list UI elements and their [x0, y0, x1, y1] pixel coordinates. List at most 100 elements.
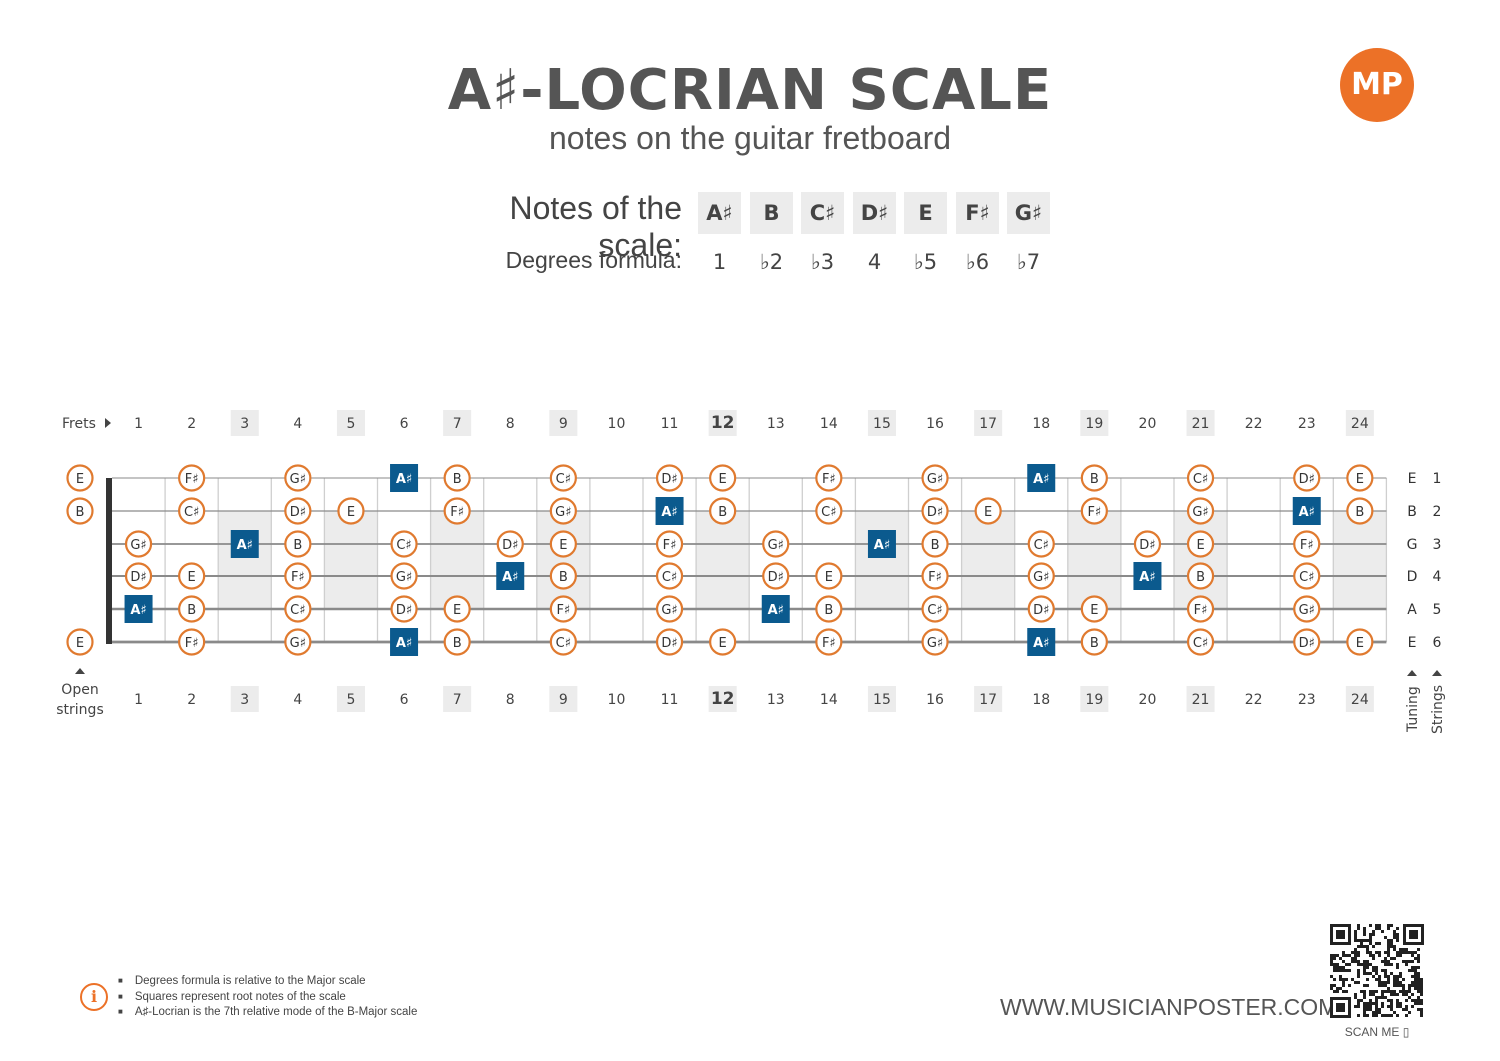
qr-module: [1378, 1008, 1381, 1011]
qr-module: [1381, 981, 1384, 984]
qr-module: [1366, 1008, 1369, 1011]
qr-module: [1381, 984, 1384, 987]
note-label: E: [1196, 538, 1204, 553]
qr-module: [1387, 939, 1390, 942]
fret-number-bottom: 24: [1351, 692, 1369, 708]
qr-module: [1393, 975, 1396, 978]
qr-module: [1369, 993, 1372, 996]
qr-module: [1378, 942, 1381, 945]
tuning-arrow-icon: [1407, 670, 1417, 676]
qr-module: [1333, 984, 1336, 987]
fret-number-bottom: 10: [608, 692, 626, 708]
qr-module: [1390, 942, 1393, 945]
note-label: F♯: [663, 538, 677, 553]
qr-module: [1390, 990, 1393, 993]
qr-module: [1351, 957, 1354, 960]
fret-number-bottom: 8: [506, 692, 515, 708]
qr-module: [1342, 984, 1345, 987]
qr-module: [1375, 1005, 1378, 1008]
note-circle: [1346, 464, 1374, 492]
fret-number-top: 24: [1351, 416, 1369, 432]
qr-module: [1384, 969, 1387, 972]
qr-module: [1396, 927, 1399, 930]
scale-degree: ♭5: [913, 250, 938, 274]
qr-module: [1375, 996, 1378, 999]
note-circle: [815, 595, 843, 623]
qr-module: [1378, 924, 1381, 927]
note-circle: [815, 562, 843, 590]
fret-number-bottom: 11: [661, 692, 679, 708]
brand-logo: MP: [1340, 48, 1414, 122]
qr-module: [1411, 999, 1414, 1002]
fret-number-bottom: 22: [1245, 692, 1263, 708]
qr-module: [1369, 1002, 1372, 1005]
qr-module: [1375, 1008, 1378, 1011]
qr-module: [1354, 993, 1357, 996]
note-label: D♯: [1139, 538, 1155, 553]
note-circle: [921, 497, 949, 525]
note-circle: [655, 562, 684, 590]
scale-degree: 1: [712, 250, 727, 274]
qr-module: [1399, 954, 1402, 957]
qr-module: [1417, 990, 1420, 993]
note-circle: [1027, 562, 1055, 590]
qr-module: [1402, 978, 1405, 981]
fret-number-box: [1186, 410, 1215, 436]
fret-number-box: [1080, 410, 1109, 436]
fret-number-box: [708, 686, 737, 712]
qr-module: [1420, 993, 1423, 996]
note-circle: [921, 595, 949, 623]
note-circle: [549, 595, 577, 623]
qr-module: [1363, 1005, 1366, 1008]
fret-marker-shade: [536, 511, 590, 609]
qr-module: [1345, 990, 1348, 993]
qr-module: [1420, 1014, 1423, 1017]
qr-module: [1417, 987, 1420, 990]
fret-marker-shade: [324, 511, 378, 609]
note-label: E: [559, 538, 567, 553]
note-label: C♯: [396, 538, 411, 553]
note-circle: [1080, 628, 1108, 656]
qr-module: [1414, 1002, 1417, 1005]
qr-module: [1339, 978, 1342, 981]
note-label: C♯: [1193, 472, 1208, 487]
qr-module: [1384, 963, 1387, 966]
qr-module: [1405, 1005, 1408, 1008]
qr-module: [1405, 948, 1408, 951]
qr-module: [1384, 990, 1387, 993]
fret-number-bottom: 23: [1298, 692, 1316, 708]
qr-module: [1378, 951, 1381, 954]
note-label: G♯: [661, 603, 677, 618]
qr-module: [1366, 951, 1369, 954]
fret-number-bottom: 2: [187, 692, 196, 708]
qr-module: [1417, 975, 1420, 978]
note-label: A♯: [237, 538, 253, 553]
qr-module: [1381, 930, 1384, 933]
qr-module: [1402, 951, 1405, 954]
website-link[interactable]: WWW.MUSICIANPOSTER.COM: [1000, 994, 1338, 1020]
note-label: C♯: [556, 636, 571, 651]
scan-me-label: SCAN ME ▯: [1344, 1025, 1410, 1039]
qr-module: [1396, 966, 1399, 969]
qr-module: [1366, 966, 1369, 969]
fret-number-bottom: 3: [240, 692, 249, 708]
qr-module: [1333, 963, 1336, 966]
frets-label: Frets: [62, 416, 96, 432]
fret-number-top: 6: [400, 416, 409, 432]
fret-number-box: [1080, 686, 1109, 712]
qr-module: [1381, 990, 1384, 993]
qr-code[interactable]: [1330, 924, 1424, 1018]
qr-module: [1384, 960, 1387, 963]
qr-module: [1369, 972, 1372, 975]
fret-marker-shade: [1333, 511, 1387, 609]
fret-number-top: 1: [134, 416, 143, 432]
note-label: A♯: [1299, 505, 1315, 520]
fret-number-top: 22: [1245, 416, 1263, 432]
qr-module: [1396, 1014, 1399, 1017]
qr-module: [1330, 960, 1333, 963]
fret-number-box: [867, 410, 896, 436]
qr-module: [1372, 966, 1375, 969]
note-circle: [1293, 530, 1321, 558]
note-label: A♯: [1139, 570, 1155, 585]
qr-module: [1396, 951, 1399, 954]
